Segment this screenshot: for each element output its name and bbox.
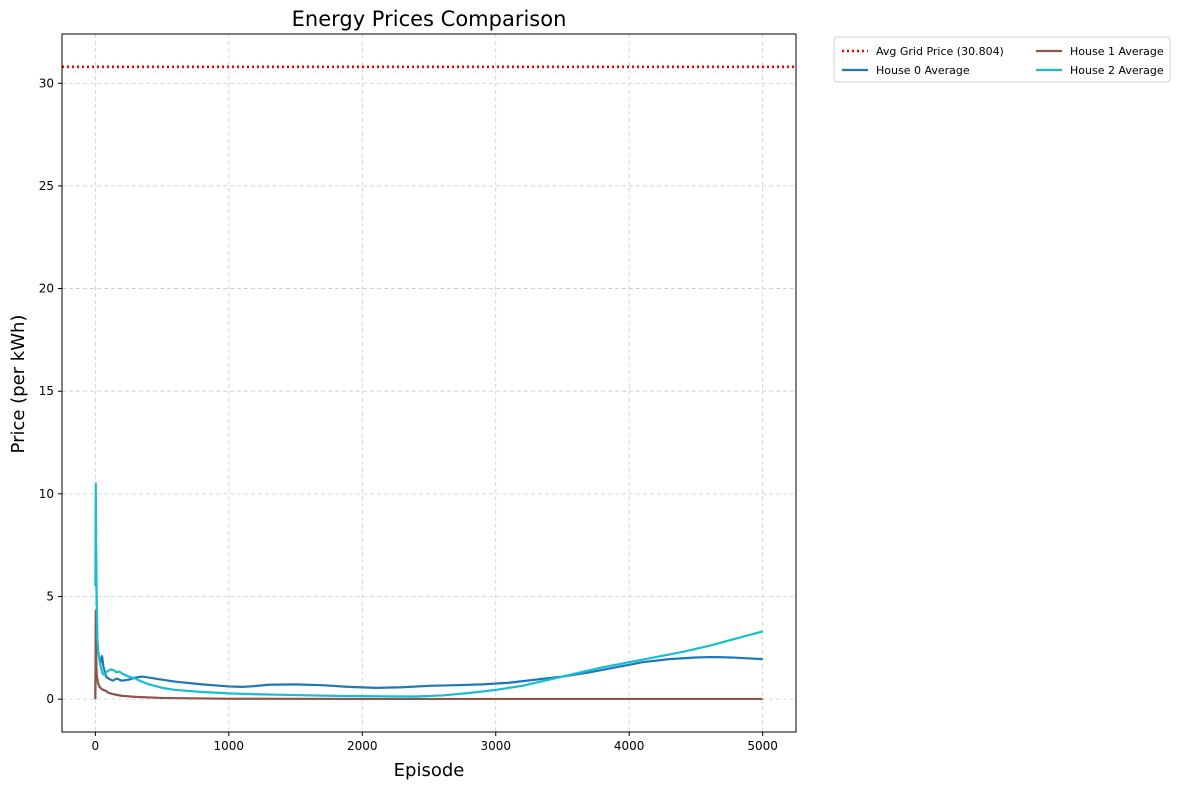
series-line-house-2	[94, 482, 763, 698]
x-tick-label: 3000	[480, 739, 511, 753]
y-tick-label: 20	[39, 282, 54, 296]
grid	[62, 34, 796, 732]
y-tick-label: 10	[39, 487, 54, 501]
y-tick-label: 15	[39, 384, 54, 398]
legend: Avg Grid Price (30.804) House 0 Average Ho…	[833, 36, 1171, 83]
legend-label-house-0: House 0 Average	[876, 64, 970, 77]
y-tick-label: 5	[46, 590, 54, 604]
y-tick-label: 30	[39, 76, 54, 90]
x-tick-label: 5000	[747, 739, 778, 753]
series-line-house-0	[94, 624, 763, 700]
legend-label-house-2: House 2 Average	[1070, 64, 1164, 77]
axes: 0 1000 2000 3000 4000 5000 0 5 10 15 20 25 30	[39, 33, 797, 753]
chart-title: Energy Prices Comparison	[292, 7, 567, 31]
legend-label-avg-grid-price: Avg Grid Price (30.804)	[876, 45, 1004, 58]
x-tick-label: 4000	[614, 739, 645, 753]
y-tick-label: 0	[46, 692, 54, 706]
y-tick-label: 25	[39, 179, 54, 193]
axes-frame	[61, 33, 797, 733]
x-axis-title: Episode	[394, 760, 465, 781]
series-line-house-1	[94, 609, 763, 701]
legend-box	[833, 36, 1171, 83]
x-tick-label: 1000	[214, 739, 245, 753]
plot-area	[62, 65, 796, 701]
legend-label-house-1: House 1 Average	[1070, 45, 1164, 58]
y-axis-title: Price (per kWh)	[8, 315, 29, 454]
x-tick-label: 2000	[347, 739, 378, 753]
x-tick-label: 0	[92, 739, 100, 753]
